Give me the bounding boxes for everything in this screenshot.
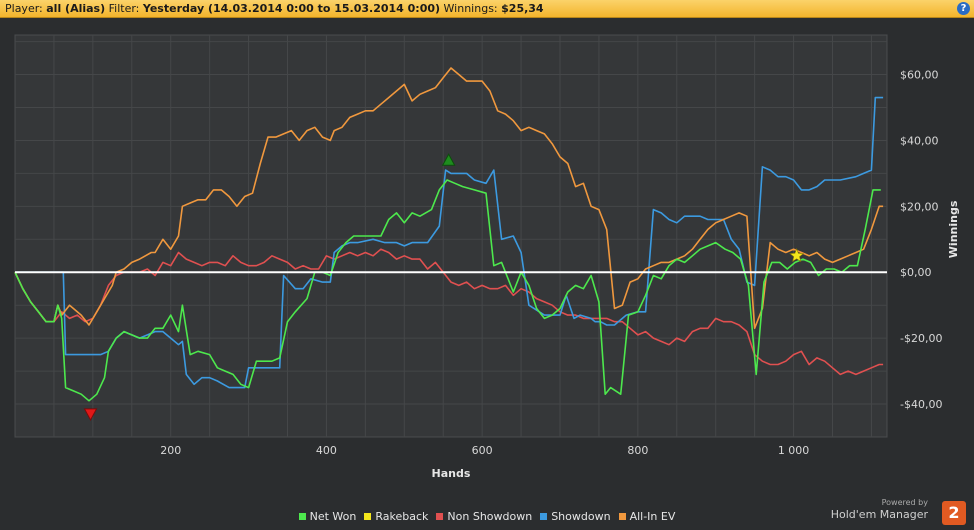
- x-tick-label: 400: [316, 444, 337, 457]
- legend-label: Non Showdown: [447, 510, 533, 523]
- plot-area: [14, 34, 888, 438]
- player-value: all (Alias): [46, 2, 106, 15]
- legend-swatch: [298, 513, 306, 520]
- legend-swatch: [364, 513, 372, 520]
- legend-item[interactable]: All-In EV: [618, 510, 676, 523]
- legend-swatch: [540, 513, 548, 520]
- x-tick-label: 800: [627, 444, 648, 457]
- series-line-non-showdown: [14, 248, 884, 376]
- max-marker: [441, 153, 456, 166]
- y-tick-label: $0,00: [900, 266, 932, 279]
- filter-value: Yesterday (14.03.2014 0:00 to 15.03.2014…: [142, 2, 441, 15]
- series-line-net-won: [14, 179, 881, 402]
- report-header-bar: Player: all (Alias) Filter: Yesterday (1…: [0, 0, 974, 18]
- legend-label: Showdown: [551, 510, 611, 523]
- legend-swatch: [618, 513, 626, 520]
- x-tick-label: 1 000: [778, 444, 810, 457]
- legend-label: Net Won: [309, 510, 357, 523]
- star-marker: [789, 247, 805, 263]
- x-tick-label: 600: [472, 444, 493, 457]
- legend-label: Rakeback: [375, 510, 429, 523]
- chart-legend: Net Won Rakeback Non Showdown Showdown All-I…: [0, 510, 974, 523]
- x-tick-label: 200: [160, 444, 181, 457]
- legend-label: All-In EV: [629, 510, 676, 523]
- player-label: Player:: [5, 2, 43, 15]
- winnings-value: $25,34: [501, 2, 544, 15]
- y-tick-label: $20,00: [900, 200, 939, 213]
- y-axis-label: Winnings: [947, 200, 960, 258]
- y-tick-label: $60,00: [900, 69, 939, 82]
- series-line-all-in-ev: [14, 67, 884, 330]
- hem-logo: 2: [942, 501, 966, 525]
- y-tick-label: $40,00: [900, 134, 939, 147]
- powered-by-text: Powered by: [881, 498, 928, 507]
- x-axis-label: Hands: [432, 467, 471, 480]
- legend-item[interactable]: Rakeback: [364, 510, 428, 523]
- min-marker: [83, 408, 98, 421]
- winnings-chart: 200 400 600 800 1 000 $60,00 $40,00 $20,00 $0,00…: [14, 34, 960, 480]
- question-icon[interactable]: ?: [957, 2, 970, 15]
- y-tick-label: -$20,00: [900, 332, 942, 345]
- legend-item[interactable]: Net Won: [298, 510, 357, 523]
- y-tick-label: -$40,00: [900, 398, 942, 411]
- brand-block: Powered by Hold'em Manager 2: [830, 498, 966, 525]
- product-name: Hold'em Manager: [830, 508, 928, 521]
- winnings-label: Winnings:: [443, 2, 498, 15]
- legend-item[interactable]: Showdown: [540, 510, 611, 523]
- legend-item[interactable]: Non Showdown: [436, 510, 532, 523]
- filter-label: Filter:: [108, 2, 140, 15]
- legend-swatch: [436, 513, 444, 520]
